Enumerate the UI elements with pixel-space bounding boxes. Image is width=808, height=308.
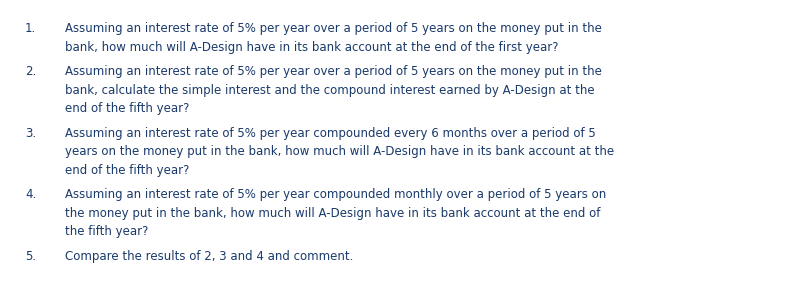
Text: years on the money put in the bank, how much will A-Design have in its bank acco: years on the money put in the bank, how … [65, 145, 614, 158]
Text: Assuming an interest rate of 5% per year over a period of 5 years on the money p: Assuming an interest rate of 5% per year… [65, 22, 602, 35]
Text: bank, calculate the simple interest and the compound interest earned by A-Design: bank, calculate the simple interest and … [65, 83, 595, 96]
Text: the money put in the bank, how much will A-Design have in its bank account at th: the money put in the bank, how much will… [65, 206, 600, 220]
Text: end of the fifth year?: end of the fifth year? [65, 102, 189, 115]
Text: 3.: 3. [25, 127, 36, 140]
Text: 5.: 5. [25, 249, 36, 262]
Text: 2.: 2. [25, 65, 36, 78]
Text: the fifth year?: the fifth year? [65, 225, 149, 238]
Text: 1.: 1. [25, 22, 36, 35]
Text: 4.: 4. [25, 188, 36, 201]
Text: Compare the results of 2, 3 and 4 and comment.: Compare the results of 2, 3 and 4 and co… [65, 249, 353, 262]
Text: Assuming an interest rate of 5% per year over a period of 5 years on the money p: Assuming an interest rate of 5% per year… [65, 65, 602, 78]
Text: Assuming an interest rate of 5% per year compounded every 6 months over a period: Assuming an interest rate of 5% per year… [65, 127, 595, 140]
Text: end of the fifth year?: end of the fifth year? [65, 164, 189, 176]
Text: bank, how much will A-Design have in its bank account at the end of the first ye: bank, how much will A-Design have in its… [65, 40, 558, 54]
Text: Assuming an interest rate of 5% per year compounded monthly over a period of 5 y: Assuming an interest rate of 5% per year… [65, 188, 606, 201]
